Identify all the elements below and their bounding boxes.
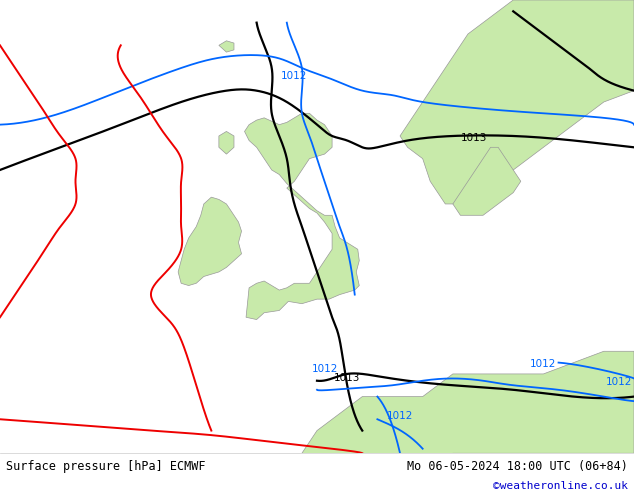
Text: Surface pressure [hPa] ECMWF: Surface pressure [hPa] ECMWF — [6, 460, 206, 473]
Text: Mo 06-05-2024 18:00 UTC (06+84): Mo 06-05-2024 18:00 UTC (06+84) — [407, 460, 628, 473]
Text: 1013: 1013 — [460, 132, 487, 143]
Text: 1012: 1012 — [605, 377, 632, 387]
Polygon shape — [219, 131, 234, 154]
Text: 1012: 1012 — [387, 411, 413, 421]
Polygon shape — [302, 351, 634, 465]
Polygon shape — [219, 41, 234, 52]
Polygon shape — [400, 0, 634, 204]
Text: 1012: 1012 — [530, 359, 557, 369]
Polygon shape — [178, 197, 242, 286]
Text: ©weatheronline.co.uk: ©weatheronline.co.uk — [493, 481, 628, 490]
Polygon shape — [245, 113, 359, 319]
Text: 1012: 1012 — [311, 364, 338, 374]
Text: 1012: 1012 — [281, 72, 307, 81]
Text: 1013: 1013 — [334, 373, 360, 383]
Polygon shape — [453, 147, 521, 215]
